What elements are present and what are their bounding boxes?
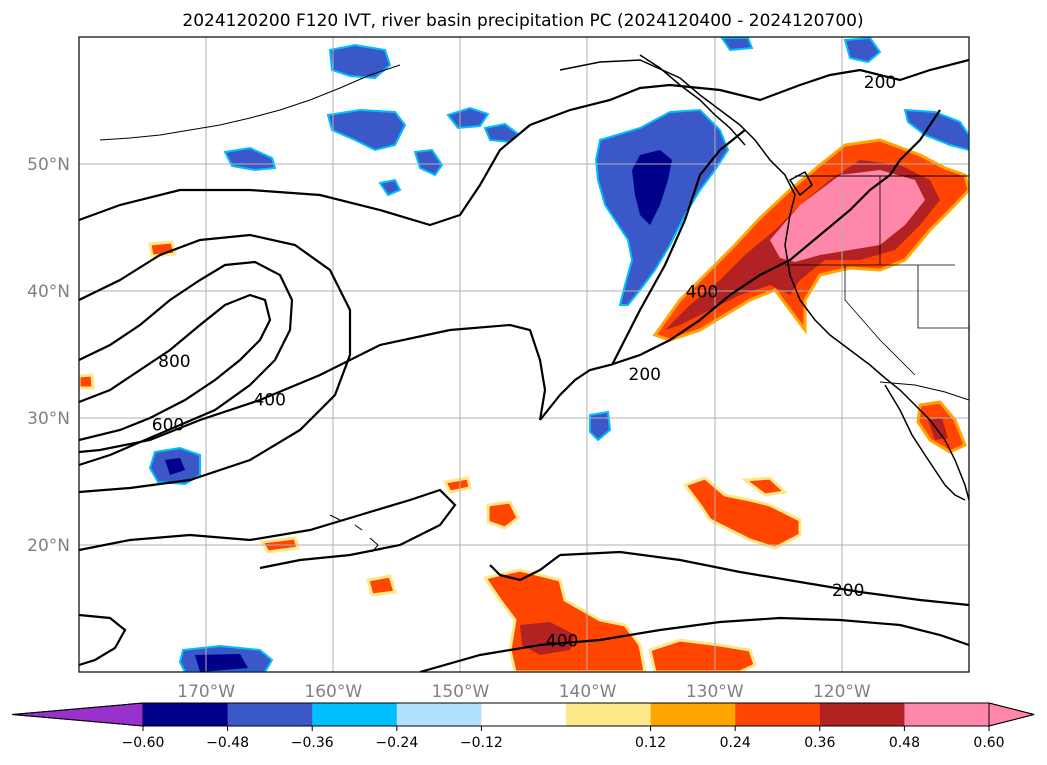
longitude-tick-label: 170°W [177,682,235,702]
colorbar-over-arrow [988,702,1035,727]
map-background [79,37,969,672]
ivt-contours [79,58,969,672]
border-us-mexico [879,381,969,401]
positive-anomaly-west-edge-2 [79,373,95,390]
colorbar-under-arrow [11,702,144,727]
latitude-tick-labels: 20°N 30°N 40°N 50°N [27,155,70,556]
negative-anomaly-core-pacific-nw [632,150,672,225]
longitude-tick-labels: 170°W 160°W 150°W 140°W 130°W 120°W [177,682,871,702]
positive-anomaly-subtropical-1 [682,476,802,550]
contour-label: 400 [253,390,285,410]
positive-anomaly-tropical-east [648,638,757,672]
contour-label: 400 [546,632,578,652]
positive-anomaly-subtropical-3 [486,500,520,530]
contour-label: 400 [686,282,718,302]
ivt-contour-600 [79,260,294,467]
contour-label: 200 [629,365,661,385]
contour-label: 200 [864,73,896,93]
colorbar-tick-label: −0.60 [122,735,165,751]
negative-anomaly-north-edge-2 [720,37,754,52]
positive-anomaly-regions [79,138,969,672]
map-panel: 200 400 200 800 600 400 200 400 [78,36,970,673]
latitude-tick-label: 20°N [27,536,70,556]
longitude-tick-label: 140°W [559,682,617,702]
ivt-contour-200-north [79,58,969,227]
colorbar-tick-label: 0.48 [889,735,920,751]
colorbar-tick-label: −0.24 [375,735,418,751]
colorbar-swatch [396,703,482,726]
positive-anomaly-tropical-west-1 [366,574,397,597]
negative-anomaly-aleutians [328,43,392,80]
colorbar-tick-label: 0.36 [804,735,835,751]
longitude-tick-label: 120°W [813,682,871,702]
colorbar-swatch [904,703,990,726]
coastline-alaska-islands [639,54,746,146]
contour-label: 800 [158,352,190,372]
negative-anomaly-north-pacific-3 [446,106,490,130]
state-border-california-nevada [844,265,916,376]
ivt-contour-200-southwest [79,613,127,667]
ivt-contour-400-south [419,616,969,672]
colorbar-tick-label: −0.36 [291,735,334,751]
ivt-contour-200-southern [79,488,457,570]
colorbar-boxes [11,702,1035,727]
ivt-contour-200-central-south [489,554,561,582]
negative-anomaly-near-hawaii [589,410,612,442]
latitude-tick-label: 50°N [27,155,70,175]
negative-anomaly-northeast-corner [903,108,969,152]
positive-anomaly-subtropical-4 [442,476,472,494]
state-border-oregon-california [785,176,955,266]
colorbar-swatch [227,703,313,726]
contour-label: 600 [152,416,184,436]
colorbar-swatch [735,703,821,726]
positive-anomaly-max-pink [770,170,925,262]
gridlines [79,37,969,672]
negative-anomaly-north-pacific-5 [413,148,444,177]
positive-anomaly-subtropical-2 [740,476,789,497]
ivt-contour-200-eastern [539,109,941,421]
colorbar-tick-label: 0.60 [973,735,1004,751]
negative-anomaly-north-edge-1 [843,37,882,64]
colorbar-swatch [143,703,229,726]
longitude-tick-label: 160°W [304,682,362,702]
map-content: 200 400 200 800 600 400 200 400 [79,37,969,672]
negative-anomaly-offshore-pacific-nw [594,108,730,306]
colorbar-tick-label: 0.12 [635,735,666,751]
coastlines [99,54,969,553]
map-frame [78,36,970,673]
colorbar-swatch [566,703,652,726]
colorbar-tick-label: 0.24 [720,735,751,751]
ivt-contour-800 [79,293,272,442]
contour-labels: 200 400 200 800 600 400 200 400 [152,73,896,652]
colorbar-swatch [312,703,398,726]
negative-anomaly-north-pacific-1 [326,108,407,152]
ivt-contour-200-south-east [559,550,969,607]
ivt-contour-400-river [611,129,746,366]
latitude-tick-label: 40°N [27,282,70,302]
ivt-contour-200-loop [79,323,547,454]
figure-title: 2024120200 F120 IVT, river basin precipi… [182,11,863,31]
colorbar-swatch [650,703,736,726]
coastline-vancouver-island [788,170,813,197]
colorbar-tick-labels: −0.60 −0.48 −0.36 −0.24 −0.12 0.12 0.24 0.36 0.4… [122,726,1005,751]
negative-anomaly-north-pacific-6 [378,178,402,197]
colorbar-tick-label: −0.12 [460,735,503,751]
negative-anomaly-southwest-core [195,654,248,672]
colorbar-tick-label: −0.48 [206,735,249,751]
state-border-nevada-utah [917,265,969,329]
colorbar-swatch [481,703,567,726]
coastline-baja-california [884,384,966,501]
coastline-aleutians [99,64,401,141]
colorbar-swatch [819,703,905,726]
negative-anomaly-west-central-core [165,458,185,475]
coastline-north-america [559,59,969,501]
contour-label: 200 [832,581,864,601]
longitude-tick-label: 130°W [686,682,744,702]
ivt-contour-400-west [79,233,352,494]
longitude-tick-label: 150°W [432,682,490,702]
latitude-tick-label: 30°N [27,409,70,429]
colorbar: −0.60 −0.48 −0.36 −0.24 −0.12 0.12 0.24 0.36 0.4… [11,702,1035,751]
